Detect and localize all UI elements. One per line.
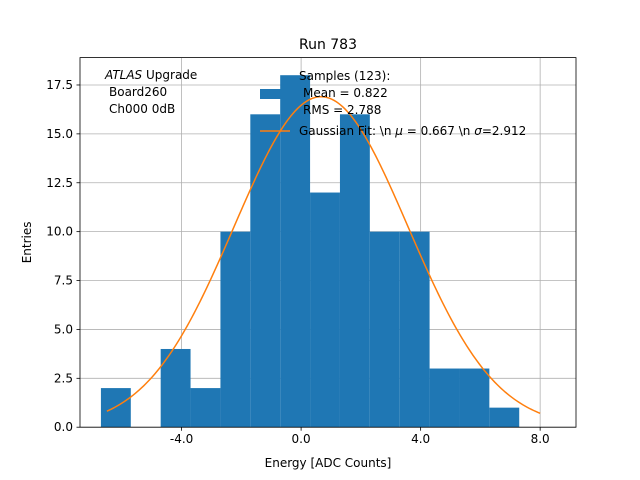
legend-samples-rms: RMS = 2.788 xyxy=(303,103,381,117)
axis-ticks: -4.0 0.0 4.0 8.0 0.0 2.5 5.0 7.5 10.0 12.5 15.0 17.… xyxy=(46,78,549,446)
legend-samples-header: Samples (123): xyxy=(299,69,390,83)
histogram-bars xyxy=(100,75,520,428)
y-tick-label: 15.0 xyxy=(46,127,73,141)
histogram-bar xyxy=(429,368,460,428)
y-tick-label: 7.5 xyxy=(54,274,73,288)
atlas-channel-label: Ch000 0dB xyxy=(109,102,175,116)
legend-fit-prefix: Gaussian Fit: \n xyxy=(299,124,395,138)
legend-samples-mean: Mean = 0.822 xyxy=(303,86,388,100)
legend-fit-suffix: =2.912 xyxy=(482,124,526,138)
legend-fit-sigma-symbol: σ xyxy=(474,124,482,138)
x-tick-label: -4.0 xyxy=(170,432,193,446)
legend-samples-swatch xyxy=(260,89,290,99)
x-tick-label: 4.0 xyxy=(411,432,430,446)
gaussian-fit-curve xyxy=(106,95,541,415)
x-axis-label: Energy [ADC Counts] xyxy=(265,456,392,470)
histogram-bar xyxy=(190,388,221,428)
x-tick-label: 0.0 xyxy=(292,432,311,446)
atlas-experiment-suffix: Upgrade xyxy=(142,68,197,82)
atlas-annotation: ATLAS Upgrade Board260 Ch000 0dB xyxy=(104,68,197,116)
histogram-bar xyxy=(459,368,490,428)
histogram-bar xyxy=(100,388,131,428)
histogram-bar xyxy=(250,114,281,428)
histogram-bar xyxy=(369,231,400,428)
y-tick-label: 2.5 xyxy=(54,371,73,385)
x-tick-label: 8.0 xyxy=(531,432,550,446)
chart-title: Run 783 xyxy=(299,37,357,53)
histogram-bar xyxy=(160,348,191,428)
histogram-bar xyxy=(280,75,311,428)
plot-frame xyxy=(79,57,577,428)
histogram-bar xyxy=(489,407,520,428)
y-tick-label: 10.0 xyxy=(46,225,73,239)
atlas-board-label: Board260 xyxy=(109,85,167,99)
y-tick-label: 5.0 xyxy=(54,322,73,336)
svg-text:Gaussian Fit: \n μ = 0.667 \n: Gaussian Fit: \n μ = 0.667 \n σ=2.912 xyxy=(299,124,526,138)
y-axis-label: Entries xyxy=(20,222,34,264)
svg-text:ATLAS Upgrade: ATLAS Upgrade xyxy=(104,68,197,82)
atlas-experiment-name: ATLAS xyxy=(104,68,143,82)
legend: Samples (123): Mean = 0.822 RMS = 2.788 … xyxy=(260,69,526,138)
histogram-bar xyxy=(220,231,251,428)
histogram-bar xyxy=(310,192,340,428)
y-tick-label: 17.5 xyxy=(46,78,73,92)
legend-fit-mid: = 0.667 \n xyxy=(403,124,474,138)
legend-fit-mu-symbol: μ xyxy=(394,124,403,138)
histogram-bar xyxy=(339,114,370,428)
y-tick-label: 12.5 xyxy=(46,176,73,190)
y-tick-label: 0.0 xyxy=(54,420,73,434)
histogram-bar xyxy=(399,231,430,428)
